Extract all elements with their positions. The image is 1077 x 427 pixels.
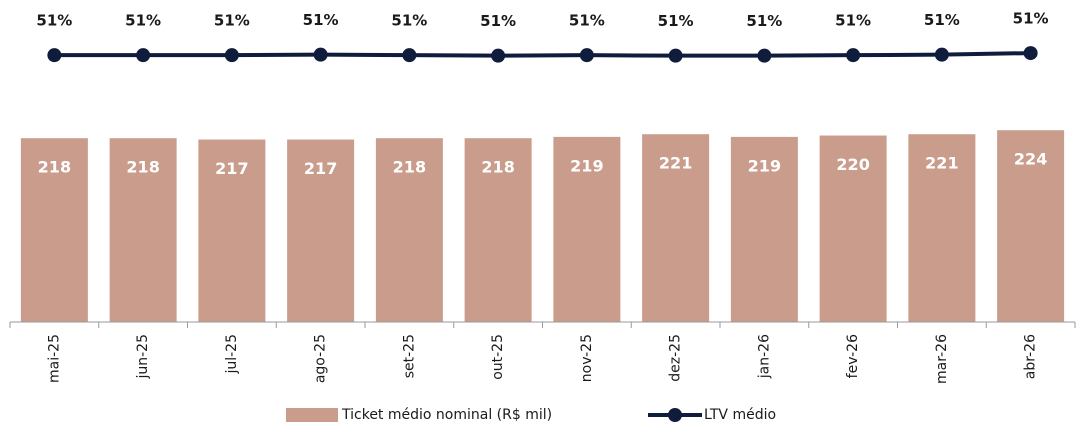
- line-label: 51%: [924, 11, 960, 29]
- x-tick-label: jan-26: [756, 334, 772, 379]
- bar-label: 218: [481, 158, 514, 177]
- legend-swatch: [286, 408, 338, 422]
- line-label: 51%: [569, 12, 605, 30]
- line-point: [934, 47, 949, 62]
- bar-label: 217: [215, 159, 248, 178]
- x-tick-label: mai-25: [46, 334, 62, 383]
- bar: [375, 138, 443, 322]
- bar-label: 220: [836, 155, 869, 174]
- line-point: [1023, 46, 1038, 61]
- legend-label: LTV médio: [704, 407, 776, 423]
- bar-label: 218: [38, 158, 71, 177]
- x-tick-label: abr-26: [1023, 334, 1039, 379]
- bar: [908, 134, 976, 322]
- bar-label: 221: [659, 154, 692, 173]
- line-label: 51%: [480, 12, 516, 30]
- line-point: [224, 48, 239, 63]
- line-label: 51%: [746, 12, 782, 30]
- bar: [730, 136, 798, 322]
- legend-label: Ticket médio nominal (R$ mil): [341, 407, 552, 423]
- line-label: 51%: [214, 12, 250, 30]
- x-tick-label: ago-25: [313, 334, 329, 383]
- bar-label: 224: [1014, 150, 1047, 169]
- line-point: [668, 48, 683, 63]
- bar: [287, 139, 355, 322]
- line-label: 51%: [125, 12, 161, 30]
- x-tick-label: dez-25: [668, 334, 684, 382]
- x-tick-label: out-25: [490, 334, 506, 380]
- bar: [642, 134, 710, 322]
- line: [54, 51, 1031, 58]
- line-label: 51%: [36, 12, 72, 30]
- x-tick-label: nov-25: [579, 334, 595, 382]
- line-point: [757, 48, 772, 63]
- line-label: 51%: [303, 11, 339, 29]
- bar: [109, 138, 177, 322]
- x-tick-label: fev-26: [845, 334, 861, 378]
- line-label: 51%: [391, 12, 427, 30]
- bar: [997, 130, 1065, 322]
- bar-label: 218: [126, 158, 159, 177]
- bar-label: 217: [304, 159, 337, 178]
- line-label: 51%: [835, 12, 871, 30]
- line-label: 51%: [1013, 10, 1049, 28]
- line-point: [579, 48, 594, 63]
- bar-label: 219: [570, 156, 603, 175]
- legend-swatch: [668, 408, 682, 422]
- line-label: 51%: [658, 12, 694, 30]
- line-point: [402, 48, 417, 63]
- line-point: [47, 48, 62, 63]
- x-tick-label: jun-25: [135, 334, 151, 380]
- x-tick-label: set-25: [401, 334, 417, 378]
- bar: [819, 135, 887, 322]
- bar-label: 218: [393, 158, 426, 177]
- line-point: [491, 48, 506, 63]
- line-point: [136, 48, 151, 63]
- bar-label: 219: [748, 156, 781, 175]
- bar-label: 221: [925, 154, 958, 173]
- bar: [553, 136, 621, 322]
- line-point: [846, 48, 861, 63]
- bar: [198, 139, 266, 322]
- bar: [20, 138, 88, 322]
- line-point: [313, 47, 328, 62]
- bar: [464, 138, 532, 322]
- x-tick-label: mar-26: [934, 334, 950, 384]
- x-tick-label: jul-25: [224, 334, 240, 375]
